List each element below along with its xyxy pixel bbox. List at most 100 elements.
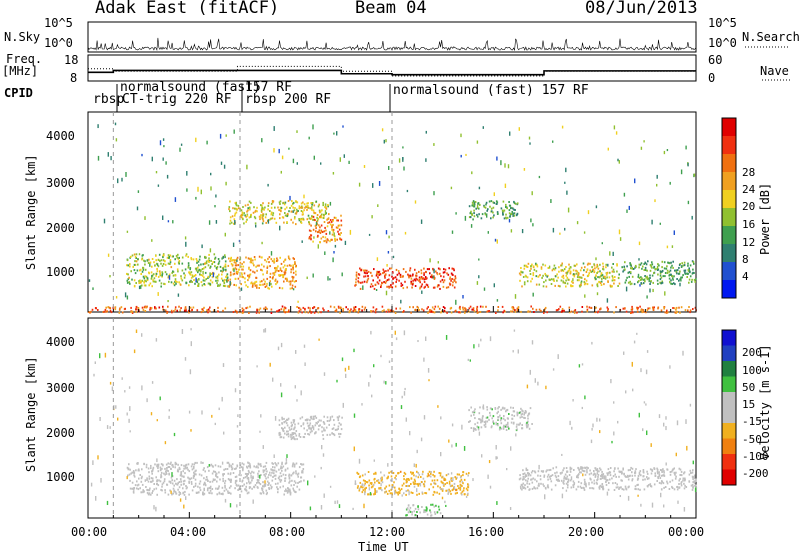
- heatmap-cell: [438, 472, 441, 474]
- heatmap-cell: [355, 275, 358, 278]
- heatmap-cell: [589, 487, 591, 490]
- heatmap-cell: [262, 485, 264, 488]
- heatmap-cell: [310, 230, 312, 232]
- scatter-echo: [427, 368, 430, 373]
- velocity-heatmap: [90, 318, 698, 518]
- power-colorbar-cell: [722, 136, 736, 154]
- heatmap-cell: [575, 272, 578, 275]
- heatmap-cell: [423, 272, 425, 275]
- heatmap-cell: [535, 275, 538, 278]
- heatmap-cell: [675, 311, 677, 314]
- heatmap-cell: [650, 472, 653, 475]
- heatmap-cell: [595, 306, 597, 309]
- heatmap-cell: [147, 467, 150, 470]
- heatmap-cell: [640, 309, 642, 312]
- heatmap-cell: [577, 274, 580, 276]
- heatmap-cell: [165, 472, 168, 475]
- heatmap-cell: [197, 278, 200, 280]
- heatmap-cell: [646, 276, 648, 279]
- heatmap-cell: [438, 508, 441, 511]
- heatmap-cell: [693, 262, 695, 265]
- heatmap-cell: [643, 269, 646, 271]
- heatmap-cell: [510, 207, 512, 210]
- heatmap-cell: [453, 286, 456, 289]
- heatmap-cell: [591, 270, 594, 273]
- heatmap-cell: [676, 269, 679, 272]
- heatmap-cell: [249, 466, 252, 469]
- heatmap-cell: [585, 271, 588, 273]
- heatmap-cell: [421, 506, 423, 508]
- heatmap-cell: [144, 284, 147, 287]
- heatmap-cell: [198, 473, 201, 476]
- heatmap-cell: [430, 275, 432, 278]
- heatmap-cell: [186, 466, 188, 469]
- heatmap-cell: [437, 267, 440, 270]
- scatter-echo: [285, 458, 288, 462]
- heatmap-cell: [312, 426, 314, 429]
- xtick-2000: 20:00: [568, 525, 605, 539]
- scatter-echo: [545, 385, 547, 390]
- heatmap-cell: [296, 473, 299, 476]
- heatmap-cell: [410, 282, 412, 285]
- heatmap-cell: [433, 505, 436, 508]
- heatmap-cell: [484, 212, 486, 215]
- heatmap-cell: [596, 283, 598, 286]
- heatmap-cell: [162, 263, 165, 265]
- heatmap-cell: [439, 512, 442, 515]
- heatmap-cell: [561, 262, 563, 265]
- heatmap-cell: [453, 487, 456, 490]
- heatmap-cell: [571, 280, 573, 283]
- heatmap-cell: [151, 491, 153, 494]
- heatmap-cell: [237, 204, 240, 207]
- scatter-echo: [272, 377, 274, 382]
- heatmap-cell: [424, 510, 427, 513]
- heatmap-cell: [180, 275, 182, 278]
- scatter-echo: [229, 503, 232, 508]
- scatter-echo: [333, 232, 335, 237]
- heatmap-cell: [684, 484, 686, 487]
- heatmap-cell: [429, 310, 431, 313]
- heatmap-cell: [503, 424, 505, 427]
- heatmap-cell: [307, 205, 309, 207]
- heatmap-cell: [234, 267, 237, 270]
- heatmap-cell: [582, 466, 584, 469]
- heatmap-cell: [292, 264, 294, 267]
- heatmap-cell: [652, 309, 655, 311]
- heatmap-cell: [334, 428, 337, 431]
- heatmap-cell: [147, 480, 150, 483]
- heatmap-cell: [294, 426, 296, 429]
- heatmap-cell: [203, 477, 205, 480]
- scatter-echo: [569, 420, 571, 426]
- heatmap-cell: [553, 280, 555, 282]
- heatmap-cell: [228, 465, 231, 468]
- heatmap-cell: [312, 228, 315, 231]
- heatmap-cell: [586, 268, 589, 271]
- heatmap-cell: [570, 467, 573, 470]
- heatmap-cell: [264, 286, 267, 288]
- heatmap-cell: [319, 216, 321, 219]
- scatter-echo: [388, 235, 390, 239]
- heatmap-cell: [196, 281, 199, 283]
- heatmap-cell: [399, 307, 402, 310]
- scatter-echo: [229, 280, 231, 286]
- heatmap-cell: [609, 284, 612, 287]
- heatmap-cell: [306, 202, 308, 205]
- scatter-echo: [329, 416, 332, 421]
- heatmap-cell: [395, 307, 397, 310]
- heatmap-cell: [380, 479, 383, 482]
- heatmap-cell: [300, 480, 302, 483]
- heatmap-cell: [531, 277, 533, 280]
- xtick-0000: 00:00: [71, 525, 108, 539]
- heatmap-cell: [278, 468, 280, 471]
- heatmap-cell: [646, 269, 648, 272]
- heatmap-cell: [488, 200, 491, 203]
- scatter-echo: [155, 506, 157, 512]
- heatmap-cell: [129, 479, 131, 482]
- heatmap-cell: [470, 427, 473, 429]
- heatmap-cell: [607, 488, 610, 491]
- scatter-echo: [236, 425, 239, 428]
- heatmap-cell: [209, 306, 211, 309]
- heatmap-cell: [287, 255, 290, 258]
- heatmap-cell: [297, 311, 300, 314]
- heatmap-cell: [416, 483, 418, 485]
